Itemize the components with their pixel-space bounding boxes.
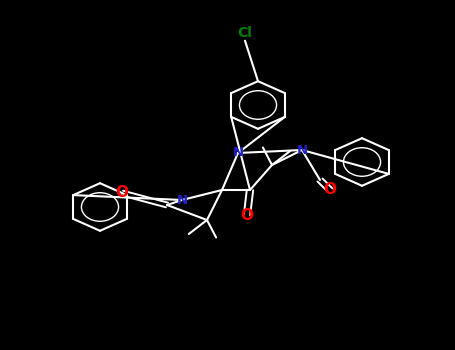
Text: O: O — [116, 186, 128, 201]
Text: N: N — [177, 194, 187, 206]
Text: N: N — [297, 144, 308, 156]
Text: O: O — [241, 208, 253, 223]
Text: O: O — [324, 182, 337, 197]
Text: N: N — [233, 147, 243, 160]
Text: Cl: Cl — [238, 26, 253, 40]
